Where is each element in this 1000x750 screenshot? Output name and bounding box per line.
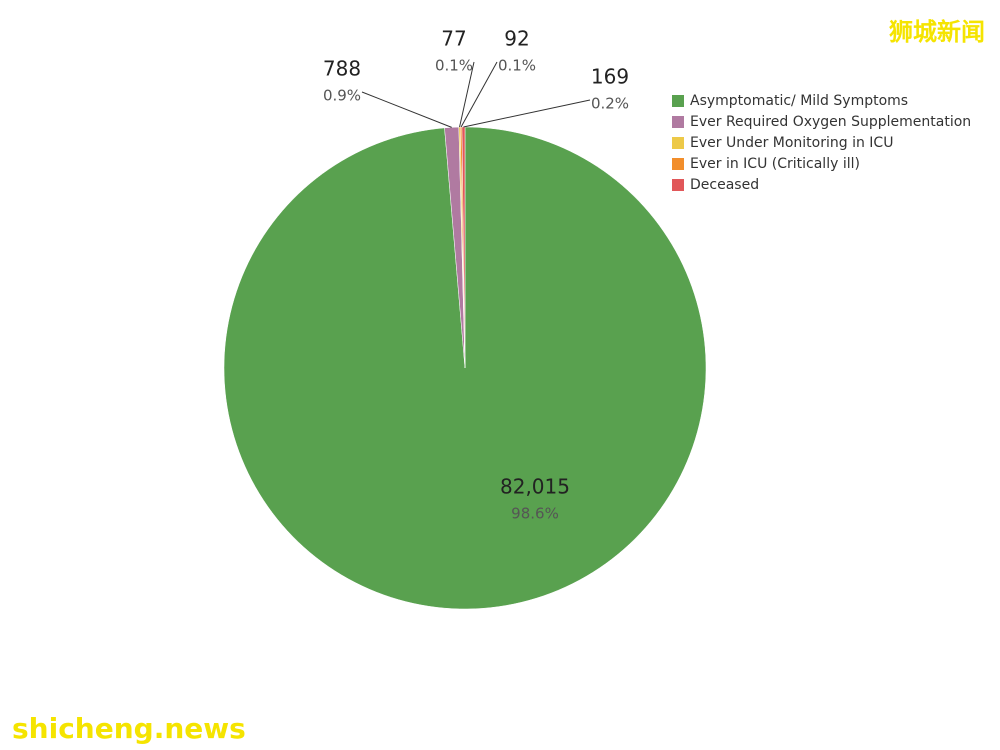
percent-label: 0.2% [591,95,629,113]
leader-line [361,91,452,128]
value-label: 82,015 [500,475,570,499]
leader-line [460,61,498,128]
legend-label: Ever Under Monitoring in ICU [690,135,893,151]
legend-swatch [672,179,684,191]
value-label: 77 [441,27,466,51]
percent-label: 0.1% [498,57,536,75]
watermark: shicheng.news [12,712,246,745]
legend-label: Ever Required Oxygen Supplementation [690,114,971,130]
value-label: 169 [591,65,629,89]
legend-swatch [672,158,684,170]
percent-label: 0.1% [435,57,473,75]
leader-line [459,61,475,128]
legend-swatch [672,116,684,128]
legend-label: Asymptomatic/ Mild Symptoms [690,93,908,109]
watermark: 狮城新闻 [889,18,985,46]
percent-label: 0.9% [323,87,361,105]
value-label: 788 [323,57,361,81]
percent-label: 98.6% [511,505,559,523]
legend-label: Ever in ICU (Critically ill) [690,156,860,172]
value-label: 92 [504,27,529,51]
legend-swatch [672,137,684,149]
leader-line [463,99,591,128]
legend-label: Deceased [690,177,759,193]
legend-swatch [672,95,684,107]
